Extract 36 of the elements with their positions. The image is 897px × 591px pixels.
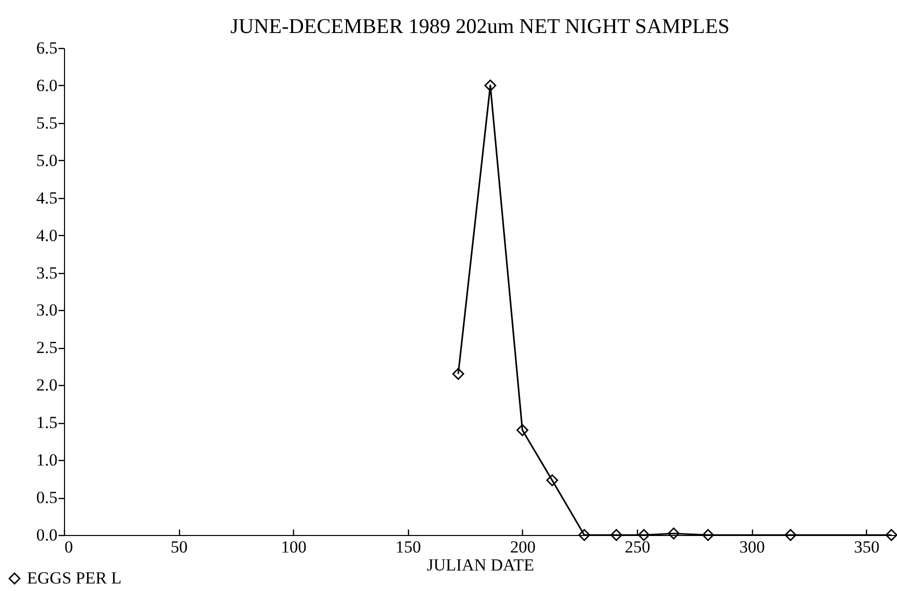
y-tick-label: 4.0 [36, 226, 58, 245]
point [484, 80, 496, 92]
point [668, 528, 680, 540]
chart-title: JUNE-DECEMBER 1989 202um NET NIGHT SAMPLES [230, 14, 730, 38]
point [885, 529, 897, 541]
x-tick-label: 0 [64, 538, 73, 556]
y-tick-label: 2.5 [36, 338, 58, 358]
y-tick-label: 4.5 [36, 188, 58, 208]
point [610, 529, 622, 541]
x-tick-label: 350 [854, 538, 880, 556]
point [638, 529, 650, 541]
x-tick-label: 50 [170, 538, 188, 556]
point [452, 368, 464, 380]
legend-label: EGGS PER L [27, 568, 122, 588]
y-tick-label: 2.0 [36, 376, 58, 395]
x-tick-label: 250 [624, 538, 650, 556]
x-tick-label: 200 [510, 538, 536, 556]
y-tick-label: 5.0 [36, 150, 58, 170]
point [702, 529, 714, 541]
x-tick-label: 300 [739, 538, 765, 556]
x-axis-title: JULIAN DATE [426, 556, 534, 574]
y-tick-label: 6.5 [36, 38, 58, 58]
y-tick-label: 3.0 [36, 300, 58, 320]
y-tick-label: 1.5 [36, 413, 58, 432]
y-tick-label: 5.5 [36, 113, 58, 132]
y-tick-label: 1.0 [36, 450, 58, 470]
y-tick-label: 3.5 [36, 263, 58, 282]
point [784, 529, 797, 541]
point [578, 529, 590, 541]
point [546, 474, 558, 486]
y-tick-label: 0.5 [36, 488, 58, 508]
x-tick-label: 100 [280, 538, 306, 556]
x-tick-label: 150 [396, 538, 422, 556]
y-tick-label: 0.0 [36, 526, 58, 544]
point [516, 424, 528, 436]
y-tick-label: 6.0 [36, 76, 58, 95]
